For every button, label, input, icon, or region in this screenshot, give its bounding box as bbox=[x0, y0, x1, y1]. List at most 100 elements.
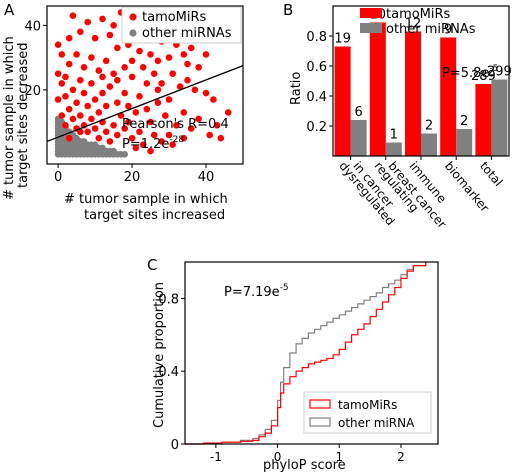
panel-a-x-ticks: 0 20 40 bbox=[54, 164, 214, 185]
tamomir-point bbox=[154, 57, 162, 65]
tamomir-point bbox=[99, 89, 106, 97]
tamomir-point bbox=[136, 128, 143, 136]
tamomir-point bbox=[184, 76, 191, 84]
panel-a-legend-marker-other bbox=[129, 29, 137, 37]
other-mirna-bar bbox=[421, 133, 437, 156]
tamomir-point bbox=[62, 73, 69, 81]
tamomir-point bbox=[77, 28, 84, 36]
panel-b-label: B bbox=[283, 1, 293, 19]
tamomir-point bbox=[158, 80, 165, 87]
panel-a-legend-label-other: other miRNAs bbox=[142, 26, 232, 41]
tamomir-point bbox=[65, 105, 73, 113]
tamomir-point bbox=[180, 134, 188, 142]
tamomir-point bbox=[162, 112, 169, 119]
tamomir-bar bbox=[405, 31, 421, 156]
bar-count-label: 9 bbox=[444, 23, 452, 38]
tamomir-bar bbox=[440, 37, 457, 156]
panel-c-legend-label-tamo: tamoMiRs bbox=[338, 398, 397, 412]
tamomir-point bbox=[102, 57, 110, 65]
other-mirna-point bbox=[91, 141, 99, 148]
panel-c-legend-swatch-tamo bbox=[309, 399, 331, 409]
tamomirs-cdf-line bbox=[185, 262, 427, 445]
panel-a-ylabel-line2: target sites decreased bbox=[16, 43, 31, 189]
tamomir-point bbox=[224, 109, 232, 116]
panel-a-r-annotation: Pearson's R=0.4 bbox=[122, 117, 229, 132]
tamomir-point bbox=[136, 93, 143, 100]
tamomir-point bbox=[165, 131, 173, 139]
panel-a-legend-label-tamo: tamoMiRs bbox=[142, 10, 207, 25]
panel-a-legend-marker-tamo bbox=[129, 13, 137, 21]
tamomir-bar bbox=[475, 84, 492, 156]
tamomir-point bbox=[102, 102, 110, 110]
tamomir-point bbox=[210, 96, 217, 103]
tamomir-point bbox=[187, 125, 195, 132]
tamomir-point bbox=[180, 109, 188, 116]
panel-c-x-ticks: -1 0 1 2 bbox=[210, 444, 405, 464]
tamomir-point bbox=[91, 125, 99, 132]
tamomir-point bbox=[69, 115, 77, 123]
tamomir-point bbox=[150, 131, 158, 139]
panel-c-legend-label-other: other miRNA bbox=[338, 416, 415, 430]
other-mirna-bar bbox=[385, 142, 402, 156]
tamomir-point bbox=[143, 105, 151, 113]
panel-b-legend-swatch-other bbox=[360, 23, 382, 33]
tamomir-point bbox=[88, 54, 95, 61]
panel-a-xlabel-line2: target sites increased bbox=[84, 208, 225, 223]
tamomir-point bbox=[206, 131, 213, 139]
tamomir-point bbox=[114, 44, 121, 52]
tamomir-point bbox=[154, 99, 162, 106]
tamomir-point bbox=[102, 128, 110, 136]
panel-c-y-ticks: 0 0.4 0.8 bbox=[158, 292, 185, 453]
y-tick-label: 0.6 bbox=[306, 60, 327, 75]
tamomir-point bbox=[106, 138, 114, 145]
x-tick-label: 0 bbox=[274, 450, 282, 464]
bar-count-label: 12 bbox=[405, 17, 422, 32]
panel-b-legend-swatch-tamo bbox=[360, 8, 382, 18]
tamomir-point bbox=[106, 83, 114, 90]
tamomir-point bbox=[195, 115, 202, 123]
tamomir-point bbox=[54, 41, 62, 48]
tamomir-point bbox=[139, 141, 147, 148]
tamomir-point bbox=[121, 89, 128, 97]
tamomir-point bbox=[114, 99, 121, 106]
y-tick-label: 0.8 bbox=[158, 292, 179, 307]
tamomir-point bbox=[165, 54, 173, 61]
tamomir-point bbox=[187, 44, 195, 52]
tamomir-point bbox=[217, 134, 225, 142]
bar-count-label: 6 bbox=[354, 105, 362, 120]
x-tick-label: 20 bbox=[124, 170, 141, 185]
tamomir-point bbox=[114, 76, 121, 84]
panel-c-plot-frame bbox=[184, 261, 439, 445]
y-tick-label: 0 bbox=[171, 438, 179, 453]
tamomir-point bbox=[128, 134, 136, 142]
tamomir-point bbox=[88, 80, 95, 87]
y-tick-label: 20 bbox=[24, 84, 41, 99]
tamomir-point bbox=[165, 96, 173, 103]
tamomir-point bbox=[114, 131, 121, 139]
tamomir-point bbox=[65, 34, 73, 42]
bar-count-label: 19 bbox=[334, 32, 351, 47]
tamomir-point bbox=[128, 73, 136, 81]
tamomir-point bbox=[54, 96, 62, 103]
panel-b-ylabel: Ratio bbox=[289, 72, 304, 105]
panel-b-p-annotation: P=5.8e-5 bbox=[442, 64, 498, 81]
tamomir-point bbox=[136, 47, 143, 55]
tamomir-point bbox=[121, 125, 128, 132]
other-mirna-point bbox=[99, 144, 106, 152]
other-mirna-bar bbox=[491, 79, 508, 156]
tamomir-point bbox=[121, 64, 128, 71]
bar-count-label: 2 bbox=[460, 114, 468, 129]
tamomir-point bbox=[84, 128, 91, 136]
panel-c-p-annotation: P=7.19e-5 bbox=[224, 283, 289, 300]
y-tick-label: 0.8 bbox=[306, 30, 327, 45]
bar-count-label: 2 bbox=[425, 119, 433, 134]
tamomir-point bbox=[77, 112, 84, 119]
tamomir-point bbox=[213, 122, 221, 129]
other-mirna-cdf-line bbox=[185, 262, 427, 445]
other-mirna-bar bbox=[456, 129, 473, 156]
tamomir-point bbox=[125, 102, 132, 110]
tamomir-point bbox=[99, 73, 106, 81]
tamomir-point bbox=[77, 76, 84, 84]
x-tick-label: 2 bbox=[397, 450, 405, 464]
